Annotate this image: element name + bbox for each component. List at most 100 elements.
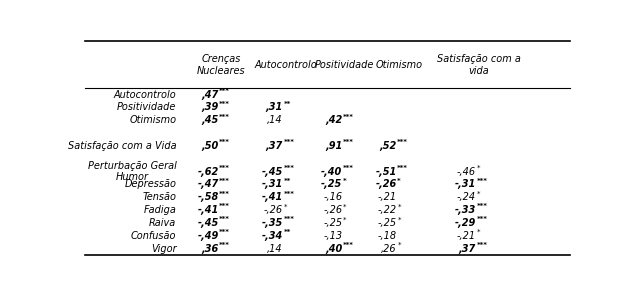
Text: Positividade: Positividade [117, 102, 176, 112]
Text: ***: *** [284, 139, 295, 145]
Text: -,45: -,45 [197, 218, 219, 228]
Text: Depressão: Depressão [125, 179, 176, 189]
Text: -,41: -,41 [197, 205, 219, 215]
Text: -,21: -,21 [378, 192, 397, 202]
Text: ***: *** [219, 88, 230, 94]
Text: Tensão: Tensão [142, 192, 176, 202]
Text: ***: *** [343, 165, 354, 171]
Text: ***: *** [219, 165, 230, 171]
Text: Raiva: Raiva [149, 218, 176, 228]
Text: ***: *** [219, 242, 230, 248]
Text: ,14: ,14 [267, 115, 283, 125]
Text: ***: *** [477, 242, 488, 248]
Text: **: ** [284, 101, 291, 107]
Text: -,18: -,18 [378, 231, 397, 241]
Text: ***: *** [477, 178, 488, 184]
Text: -,41: -,41 [261, 192, 283, 202]
Text: *: * [397, 178, 401, 184]
Text: -,47: -,47 [197, 179, 219, 189]
Text: ***: *** [219, 216, 230, 222]
Text: ***: *** [343, 242, 354, 248]
Text: Autocontrolo: Autocontrolo [254, 60, 317, 70]
Text: -,25: -,25 [323, 218, 343, 228]
Text: *: * [397, 216, 401, 222]
Text: *: * [343, 178, 346, 184]
Text: -,58: -,58 [197, 192, 219, 202]
Text: ***: *** [284, 191, 295, 197]
Text: *: * [477, 191, 480, 197]
Text: ,52: ,52 [380, 141, 397, 151]
Text: Fadiga: Fadiga [144, 205, 176, 215]
Text: ***: *** [284, 165, 295, 171]
Text: -,25: -,25 [321, 179, 343, 189]
Text: ***: *** [477, 216, 488, 222]
Text: -,31: -,31 [455, 179, 476, 189]
Text: -,24: -,24 [457, 192, 476, 202]
Text: ,14: ,14 [267, 244, 283, 253]
Text: Positividade: Positividade [315, 60, 374, 70]
Text: **: ** [284, 178, 291, 184]
Text: -,22: -,22 [378, 205, 397, 215]
Text: ***: *** [284, 216, 295, 222]
Text: ,31: ,31 [266, 102, 283, 112]
Text: ,91: ,91 [325, 141, 343, 151]
Text: -,29: -,29 [455, 218, 476, 228]
Text: ***: *** [397, 165, 408, 171]
Text: -,46: -,46 [457, 166, 476, 177]
Text: -,45: -,45 [261, 166, 283, 177]
Text: ,39: ,39 [201, 102, 219, 112]
Text: ,47: ,47 [201, 90, 219, 99]
Text: -,40: -,40 [321, 166, 343, 177]
Text: ***: *** [477, 203, 488, 210]
Text: -,26: -,26 [323, 205, 343, 215]
Text: -,34: -,34 [261, 231, 283, 241]
Text: *: * [397, 203, 401, 210]
Text: *: * [343, 216, 346, 222]
Text: Autocontrolo: Autocontrolo [114, 90, 176, 99]
Text: -,25: -,25 [378, 218, 397, 228]
Text: *: * [343, 203, 346, 210]
Text: ,37: ,37 [266, 141, 283, 151]
Text: **: ** [284, 229, 291, 235]
Text: ***: *** [219, 101, 230, 107]
Text: -,26: -,26 [376, 179, 397, 189]
Text: *: * [284, 203, 287, 210]
Text: *: * [397, 242, 401, 248]
Text: -,35: -,35 [261, 218, 283, 228]
Text: ***: *** [343, 114, 354, 120]
Text: ,37: ,37 [459, 244, 476, 253]
Text: Satisfação com a Vida: Satisfação com a Vida [68, 141, 176, 151]
Text: *: * [477, 229, 480, 235]
Text: ,36: ,36 [201, 244, 219, 253]
Text: -,62: -,62 [197, 166, 219, 177]
Text: -,26: -,26 [264, 205, 283, 215]
Text: *: * [477, 165, 480, 171]
Text: Satisfação com a
vida: Satisfação com a vida [436, 54, 521, 75]
Text: Crenças
Nucleares: Crenças Nucleares [197, 54, 245, 75]
Text: Otimismo: Otimismo [129, 115, 176, 125]
Text: ,26: ,26 [381, 244, 397, 253]
Text: ***: *** [219, 139, 230, 145]
Text: ***: *** [219, 114, 230, 120]
Text: -,49: -,49 [197, 231, 219, 241]
Text: ***: *** [397, 139, 408, 145]
Text: ***: *** [219, 229, 230, 235]
Text: Perturbação Geral
Humor: Perturbação Geral Humor [88, 161, 176, 182]
Text: ***: *** [219, 178, 230, 184]
Text: Otimismo: Otimismo [376, 60, 423, 70]
Text: -,16: -,16 [323, 192, 343, 202]
Text: ***: *** [219, 203, 230, 210]
Text: -,13: -,13 [323, 231, 343, 241]
Text: ,45: ,45 [201, 115, 219, 125]
Text: -,33: -,33 [455, 205, 476, 215]
Text: ***: *** [343, 139, 354, 145]
Text: ,40: ,40 [325, 244, 343, 253]
Text: ,42: ,42 [325, 115, 343, 125]
Text: -,21: -,21 [457, 231, 476, 241]
Text: Confusão: Confusão [131, 231, 176, 241]
Text: ***: *** [219, 191, 230, 197]
Text: -,31: -,31 [261, 179, 283, 189]
Text: ,50: ,50 [201, 141, 219, 151]
Text: -,51: -,51 [376, 166, 397, 177]
Text: Vigor: Vigor [151, 244, 176, 253]
